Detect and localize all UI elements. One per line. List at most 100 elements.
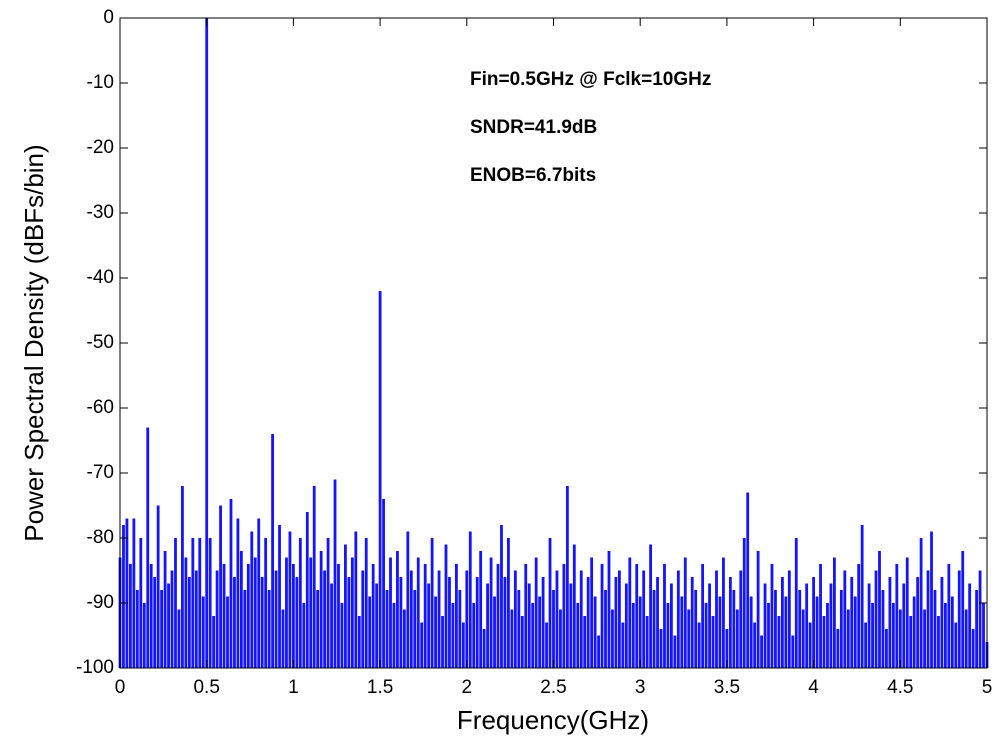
bar [874, 570, 878, 668]
bar [631, 603, 635, 668]
bar [170, 570, 174, 668]
bar [475, 577, 479, 668]
bar [971, 629, 975, 668]
bar [205, 18, 209, 668]
bar [850, 577, 854, 668]
y-tick-label: -100 [76, 657, 114, 678]
bar [565, 486, 569, 668]
bar [812, 577, 815, 668]
bar [129, 564, 132, 668]
bar [229, 499, 233, 668]
bar [846, 609, 850, 668]
bar [701, 564, 705, 668]
bar [177, 609, 181, 668]
bar [378, 291, 382, 668]
bar [857, 564, 861, 668]
bar [628, 557, 632, 668]
bar [780, 577, 784, 668]
bar [344, 544, 347, 668]
bar [878, 551, 881, 668]
bar [340, 603, 344, 668]
bar [860, 525, 864, 668]
bar [826, 603, 829, 668]
bar [950, 596, 954, 668]
y-tick-label: -80 [87, 527, 114, 548]
annotation: Fin=0.5GHz @ Fclk=10GHz [470, 69, 711, 90]
bar [697, 622, 701, 668]
bar [198, 538, 202, 668]
bar [139, 538, 143, 668]
bar [382, 499, 385, 668]
bar [642, 570, 646, 668]
plot-frame [119, 17, 988, 669]
bar [364, 538, 368, 668]
bar [926, 570, 930, 668]
bar [801, 609, 805, 668]
bar [732, 590, 736, 668]
bar [718, 596, 722, 668]
bar [527, 583, 531, 668]
bar [937, 616, 940, 668]
bar [964, 609, 968, 668]
bar [122, 525, 125, 668]
bar [728, 577, 732, 668]
bar [791, 635, 795, 668]
bar [805, 583, 809, 668]
bar [357, 616, 361, 668]
bar [562, 564, 566, 668]
bar [957, 570, 961, 668]
bar [326, 538, 330, 668]
bar [208, 538, 212, 668]
bar [576, 603, 580, 668]
bar [517, 590, 521, 668]
bar [350, 557, 354, 668]
bar [278, 525, 281, 668]
bar [787, 570, 791, 668]
bar [534, 557, 538, 668]
bar [735, 609, 739, 668]
bar [288, 531, 292, 668]
bar [406, 531, 410, 668]
bar [239, 551, 243, 668]
bar [285, 557, 288, 668]
bar [413, 590, 417, 668]
bar [666, 603, 670, 668]
bar [354, 531, 358, 668]
bar [687, 609, 691, 668]
bar [579, 570, 583, 668]
bar [694, 590, 698, 668]
bar [725, 629, 729, 668]
bar [409, 570, 413, 668]
bar [396, 551, 399, 668]
x-tick-label: 0.5 [193, 677, 219, 698]
bar [586, 577, 590, 668]
bar [815, 596, 819, 668]
bar [954, 622, 958, 668]
bar [132, 518, 136, 668]
y-tick-label: -40 [87, 267, 114, 288]
x-tick-label: 2 [462, 677, 473, 698]
bar [611, 609, 614, 668]
bar [236, 518, 240, 668]
bar [125, 518, 129, 668]
bar [645, 616, 649, 668]
bar [638, 596, 642, 668]
bar [520, 616, 524, 668]
bar [392, 603, 396, 668]
bar [923, 609, 926, 668]
bar [621, 622, 625, 668]
bar [916, 577, 920, 668]
bar [226, 596, 229, 668]
bar [798, 590, 802, 668]
bar [402, 609, 406, 668]
bar [191, 538, 195, 668]
bar [895, 564, 899, 668]
bar [305, 512, 309, 668]
bar [756, 551, 760, 668]
bar [212, 616, 216, 668]
bar [264, 538, 268, 668]
x-axis-label: Frequency(GHz) [457, 705, 649, 735]
bar [614, 577, 618, 668]
bar [749, 596, 753, 668]
